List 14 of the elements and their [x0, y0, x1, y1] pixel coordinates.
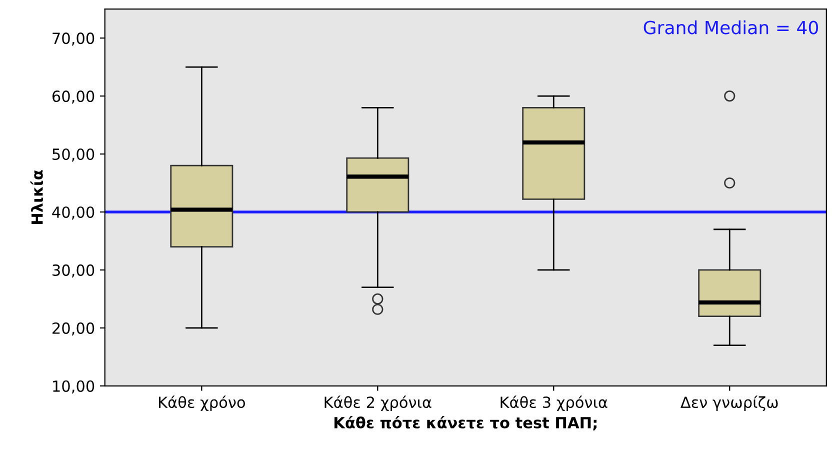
y-axis-title: Ηλικία	[30, 170, 43, 224]
y-tick-label: 70,00	[52, 32, 94, 46]
x-tick-label: Κάθε 2 χρόνια	[324, 396, 432, 412]
y-tick-label: 50,00	[52, 148, 94, 162]
y-tick-label: 30,00	[52, 264, 94, 278]
y-tick-label: 60,00	[52, 90, 94, 104]
y-tick-label: 40,00	[52, 206, 94, 220]
x-tick-label: Κάθε 3 χρόνια	[500, 396, 608, 412]
x-axis-title: Κάθε πότε κάνετε το test ΠΑΠ;	[334, 416, 596, 430]
y-tick-label: 20,00	[52, 322, 94, 336]
x-tick-label: Κάθε χρόνο	[159, 396, 245, 412]
x-tick-label: Δεν γνωρίζω	[680, 396, 778, 412]
y-tick-label: 10,00	[53, 380, 94, 394]
ref-line-label: Grand Median = 40	[644, 20, 818, 34]
